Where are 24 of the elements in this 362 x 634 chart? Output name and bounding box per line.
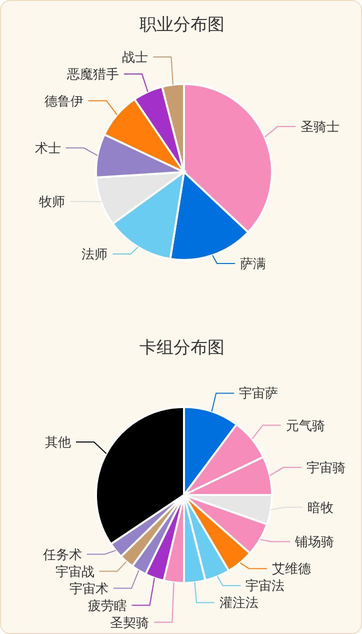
slice-label: 宇宙法 bbox=[246, 578, 285, 594]
slice-label: 宇宙战 bbox=[55, 564, 94, 580]
slice-label: 德鲁伊 bbox=[44, 94, 84, 110]
slice-label: 法师 bbox=[82, 248, 108, 263]
slice-label: 宇宙术 bbox=[70, 580, 109, 597]
slice-label: 疲劳瞎 bbox=[88, 598, 127, 614]
slice-label: 其他 bbox=[45, 436, 72, 451]
slice-label: 术士 bbox=[34, 141, 61, 156]
slice-label: 牧师 bbox=[39, 195, 66, 210]
chart-title: 职业分布图 bbox=[138, 14, 226, 36]
slice-label: 艾维德 bbox=[272, 562, 312, 578]
slice-label: 任务术 bbox=[42, 548, 82, 563]
slice-label: 铺场骑 bbox=[294, 535, 334, 550]
slice-label: 战士 bbox=[122, 50, 148, 66]
slice-label: 宇宙萨 bbox=[239, 386, 278, 402]
slice-label: 圣契骑 bbox=[110, 616, 150, 631]
slice-label: 宇宙骑 bbox=[306, 460, 346, 476]
slice-label: 恶魔猎手 bbox=[66, 68, 120, 83]
slice-label: 元气骑 bbox=[286, 418, 325, 434]
slice-label: 圣骑士 bbox=[300, 120, 340, 136]
chart-title: 卡组分布图 bbox=[138, 337, 226, 359]
slice-label: 灌注法 bbox=[219, 596, 258, 612]
slice-label: 萨满 bbox=[240, 257, 266, 272]
slice-label: 暗牧 bbox=[308, 500, 334, 516]
